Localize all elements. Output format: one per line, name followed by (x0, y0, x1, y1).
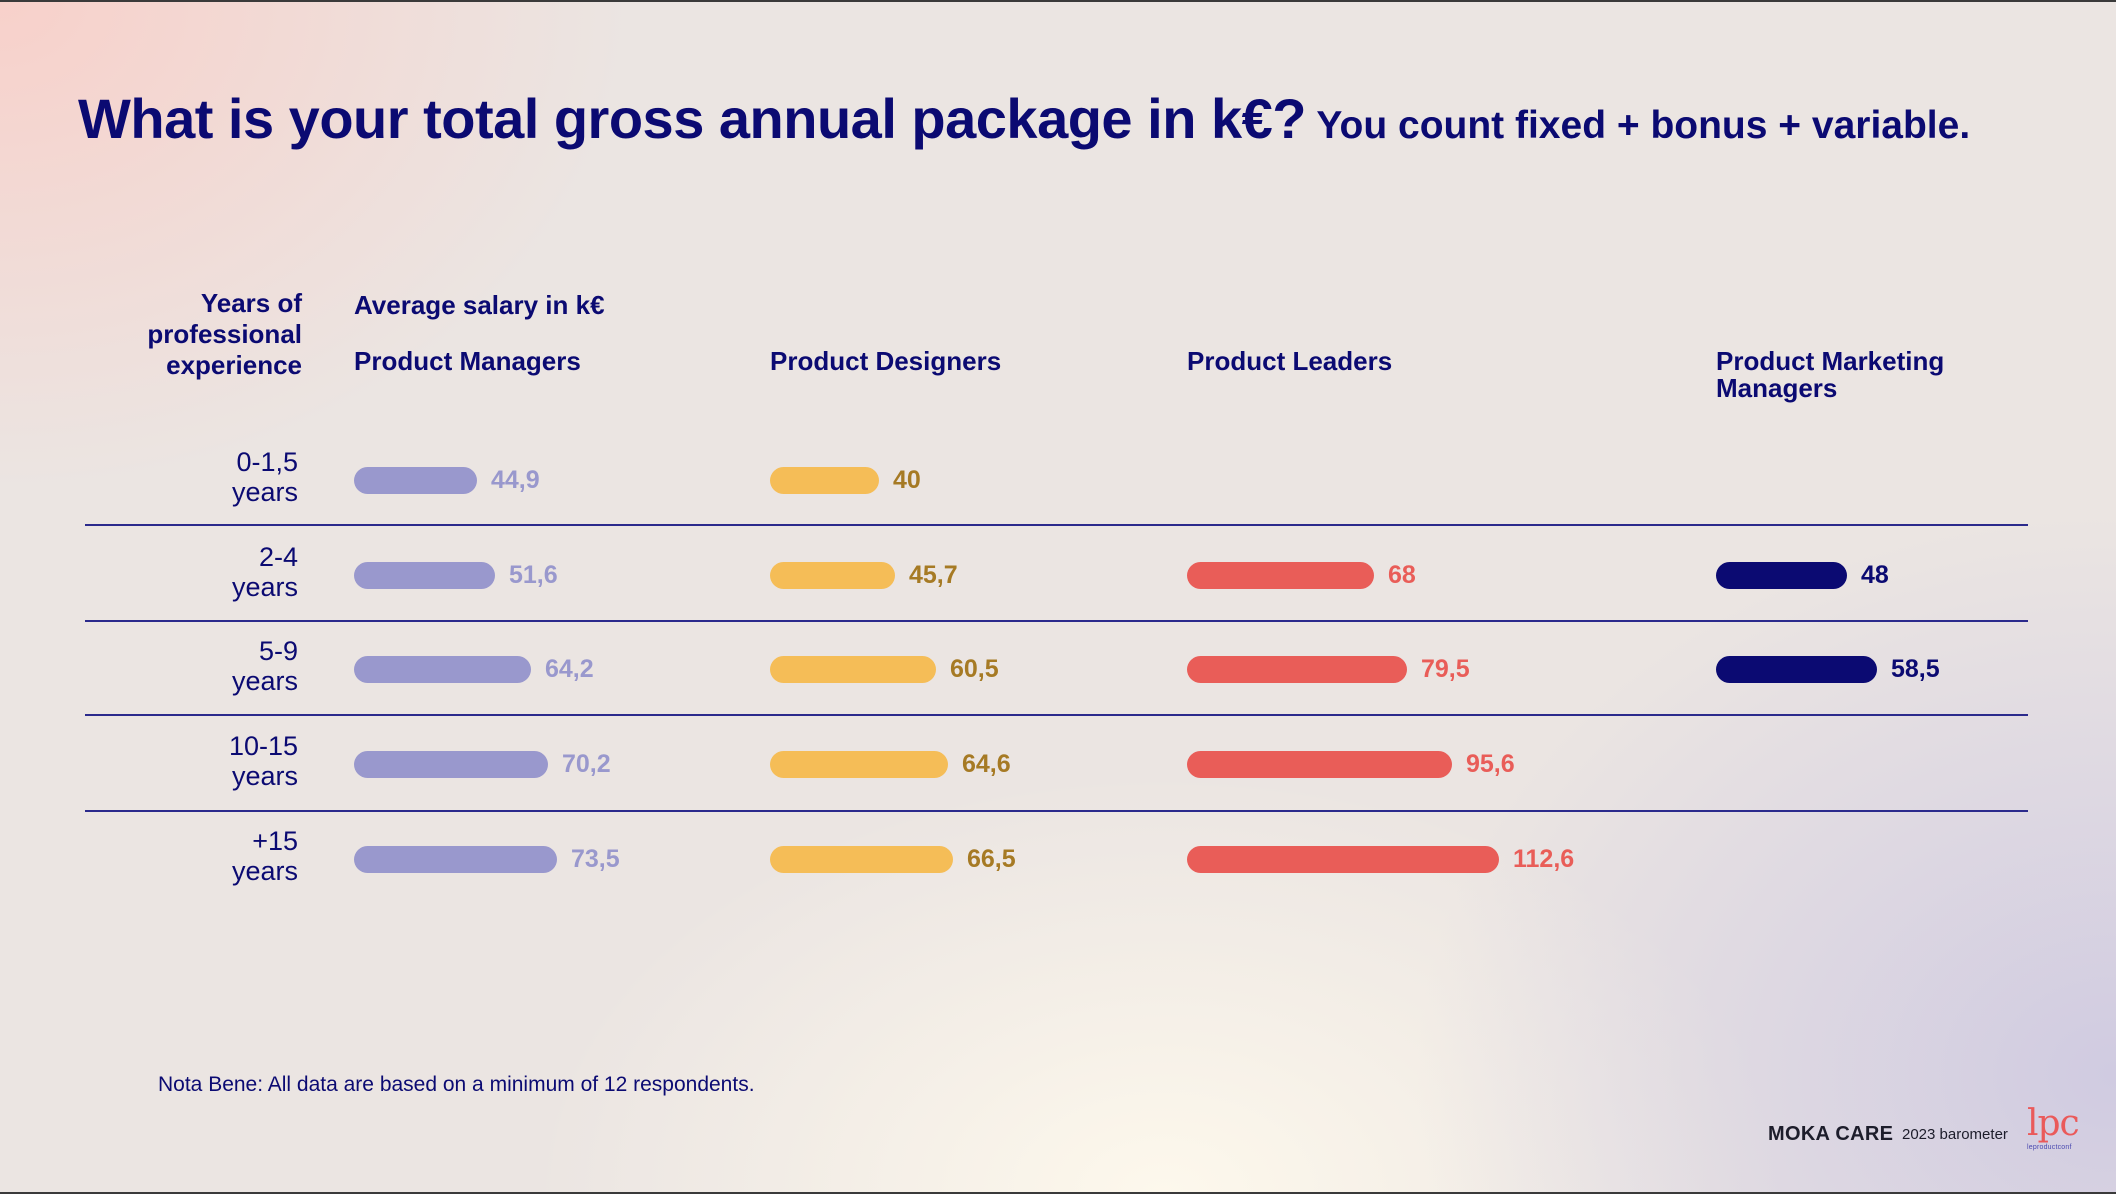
row-label: 5-9 years (150, 636, 298, 696)
bar-product-marketing-managers (1716, 562, 1847, 589)
lpc-logo-subtext: leproductconf (2027, 1144, 2072, 1151)
row-label-line: 2-4 (258, 542, 298, 572)
data-label: 40 (893, 466, 921, 494)
column-header-product-marketing-managers: Product Marketing Managers (1716, 348, 2016, 402)
data-label: 95,6 (1466, 750, 1515, 778)
data-label: 51,6 (509, 561, 558, 589)
bottom-border (0, 1192, 2116, 1194)
bar-product-designers (770, 656, 936, 683)
row-label-line: +15 (252, 826, 298, 856)
data-label: 58,5 (1891, 655, 1940, 683)
row-label-line: 0-1,5 (236, 447, 298, 477)
bar-product-marketing-managers (1716, 656, 1877, 683)
bar-product-managers (354, 656, 531, 683)
bar-product-managers (354, 467, 477, 494)
bar-product-designers (770, 751, 948, 778)
row-label: +15 years (150, 826, 298, 886)
data-label: 66,5 (967, 845, 1016, 873)
data-label: 70,2 (562, 750, 611, 778)
footnote: Nota Bene: All data are based on a minim… (158, 1073, 755, 1096)
bar-product-leaders (1187, 751, 1452, 778)
column-header-product-leaders: Product Leaders (1187, 346, 1393, 376)
column-header-line: Managers (1716, 373, 1838, 403)
barometer-label: 2023 barometer (1902, 1126, 2008, 1143)
row-label-line: years (231, 856, 298, 886)
row-header-line: experience (166, 350, 302, 380)
data-label: 79,5 (1421, 655, 1470, 683)
bar-product-leaders (1187, 656, 1407, 683)
column-header-product-managers: Product Managers (354, 346, 581, 376)
data-label: 73,5 (571, 845, 620, 873)
bar-product-designers (770, 467, 879, 494)
bar-product-managers (354, 562, 495, 589)
row-header: Years of professional experience (90, 288, 302, 381)
title-block: What is your total gross annual package … (78, 86, 1970, 151)
data-label: 44,9 (491, 466, 540, 494)
row-label-line: years (231, 666, 298, 696)
row-header-line: Years of (200, 288, 302, 318)
lpc-logo-text: lpc (2027, 1103, 2080, 1144)
bar-product-leaders (1187, 846, 1499, 873)
moka-care-logo: MOKA CARE (1768, 1123, 1894, 1145)
row-separator (85, 714, 2028, 716)
row-label-line: years (231, 572, 298, 602)
data-label: 68 (1388, 561, 1416, 589)
data-label: 112,6 (1513, 845, 1575, 873)
bar-product-managers (354, 751, 548, 778)
bar-product-managers (354, 846, 557, 873)
row-label: 0-1,5 years (150, 447, 298, 507)
row-header-line: professional (147, 319, 302, 349)
data-label: 48 (1861, 561, 1889, 589)
row-label-line: 10-15 (228, 731, 298, 761)
row-label: 2-4 years (150, 542, 298, 602)
row-separator (85, 810, 2028, 812)
data-label: 45,7 (909, 561, 958, 589)
lpc-logo: lpc leproductconf (2027, 1106, 2083, 1162)
row-separator (85, 524, 2028, 526)
data-label: 60,5 (950, 655, 999, 683)
page-subtitle: You count fixed + bonus + variable. (1316, 104, 1971, 147)
column-header-product-designers: Product Designers (770, 346, 1002, 376)
column-header-line: Product Marketing (1716, 346, 1945, 376)
row-label-line: 5-9 (258, 636, 298, 666)
row-label-line: years (231, 761, 298, 791)
data-label: 64,6 (962, 750, 1011, 778)
value-header: Average salary in k€ (354, 290, 605, 320)
bar-product-designers (770, 562, 895, 589)
row-separator (85, 620, 2028, 622)
top-border (0, 0, 2116, 2)
bar-product-designers (770, 846, 953, 873)
row-label: 10-15 years (150, 731, 298, 791)
row-label-line: years (231, 477, 298, 507)
bar-product-leaders (1187, 562, 1374, 589)
data-label: 64,2 (545, 655, 594, 683)
page-title: What is your total gross annual package … (78, 87, 1306, 150)
